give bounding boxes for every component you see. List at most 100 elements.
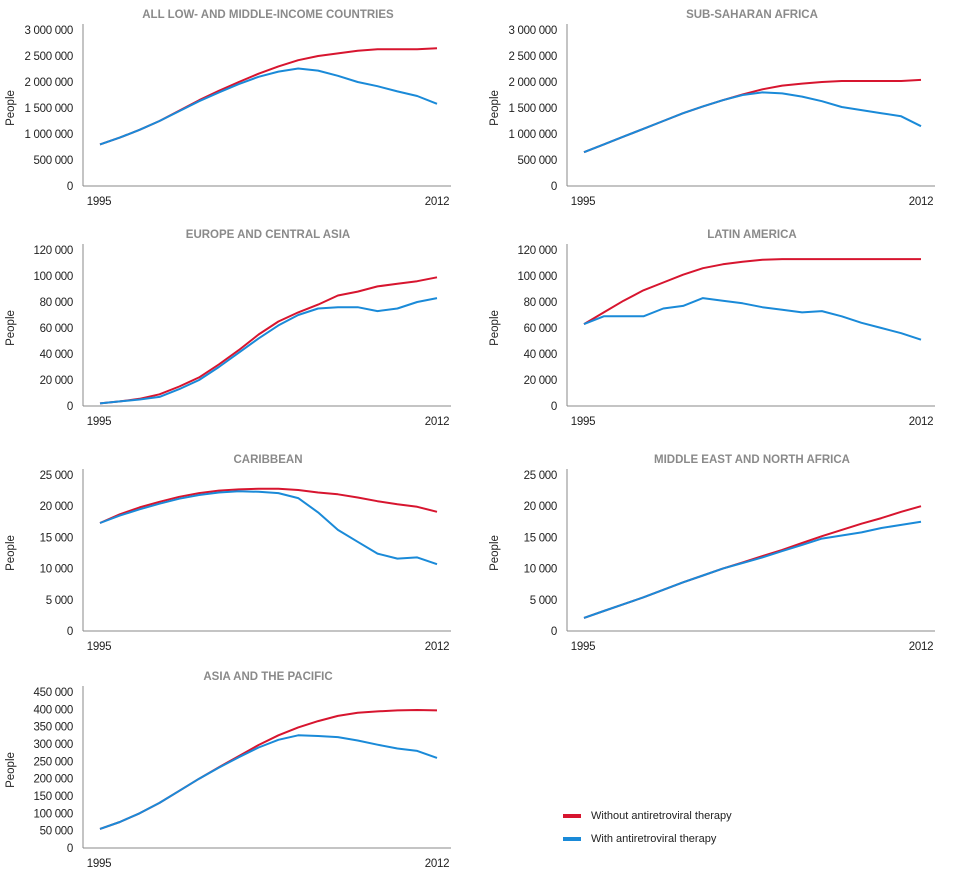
y-tick-label: 20 000 — [40, 375, 73, 387]
x-tick-label: 2012 — [909, 196, 933, 208]
y-tick-label: 1 000 000 — [509, 129, 557, 141]
y-tick-label: 20 000 — [40, 501, 73, 513]
y-tick-label: 15 000 — [524, 532, 557, 544]
chart-panel: SUB-SAHARAN AFRICA 0 500 000 1 000 000 1 500… — [489, 9, 935, 208]
y-axis-label: People — [5, 90, 17, 126]
y-tick-label: 5 000 — [46, 595, 73, 607]
series-line-without-art — [99, 47, 438, 146]
y-tick-label: 450 000 — [34, 687, 73, 699]
series-line-with-art — [99, 490, 438, 566]
y-tick-label: 60 000 — [40, 323, 73, 335]
series-line-with-art — [99, 67, 438, 146]
chart-panel: EUROPE AND CENTRAL ASIA 0 20 000 40 000 60 0… — [5, 229, 451, 428]
y-axis-label: People — [489, 535, 501, 571]
x-tick-label: 1995 — [571, 416, 595, 428]
y-tick-label: 0 — [67, 401, 73, 413]
y-tick-label: 500 000 — [34, 155, 73, 167]
series-line-with-art — [583, 520, 922, 619]
y-tick-label: 0 — [551, 626, 557, 638]
x-tick-label: 1995 — [87, 858, 111, 870]
legend-label: With antiretroviral therapy — [591, 833, 717, 845]
series-line-with-art — [583, 297, 922, 341]
chart-title: SUB-SAHARAN AFRICA — [686, 9, 818, 21]
chart-title: MIDDLE EAST AND NORTH AFRICA — [654, 454, 850, 466]
y-tick-label: 1 500 000 — [509, 103, 557, 115]
series-line-with-art — [583, 91, 922, 154]
y-tick-label: 120 000 — [518, 245, 557, 257]
series-line-without-art — [99, 487, 438, 524]
x-tick-label: 1995 — [87, 641, 111, 653]
y-axis-label: People — [5, 310, 17, 346]
y-tick-label: 0 — [67, 181, 73, 193]
y-tick-label: 300 000 — [34, 739, 73, 751]
y-tick-label: 200 000 — [34, 774, 73, 786]
y-tick-label: 25 000 — [40, 470, 73, 482]
x-tick-label: 1995 — [87, 196, 111, 208]
y-tick-label: 100 000 — [34, 271, 73, 283]
x-tick-label: 2012 — [425, 641, 449, 653]
chart-panel: MIDDLE EAST AND NORTH AFRICA 0 5 000 10 000… — [489, 454, 935, 653]
series-line-with-art — [99, 734, 438, 830]
y-tick-label: 250 000 — [34, 756, 73, 768]
y-tick-label: 0 — [551, 401, 557, 413]
y-tick-label: 15 000 — [40, 532, 73, 544]
series-line-without-art — [583, 258, 921, 325]
x-tick-label: 1995 — [87, 416, 111, 428]
y-tick-label: 80 000 — [40, 297, 73, 309]
y-tick-label: 0 — [67, 626, 73, 638]
y-tick-label: 20 000 — [524, 501, 557, 513]
y-tick-label: 80 000 — [524, 297, 557, 309]
y-tick-label: 10 000 — [40, 564, 73, 576]
y-tick-label: 500 000 — [518, 155, 557, 167]
y-axis-label: People — [5, 535, 17, 571]
chart-title: ALL LOW- AND MIDDLE-INCOME COUNTRIES — [142, 9, 394, 21]
chart-panel: CARIBBEAN 0 5 000 10 000 15 000 20 000 25 000 P… — [5, 454, 451, 653]
x-tick-label: 1995 — [571, 641, 595, 653]
y-tick-label: 50 000 — [40, 826, 73, 838]
legend-swatch-red — [563, 814, 581, 818]
y-tick-label: 2 000 000 — [25, 77, 73, 89]
legend-label: Without antiretroviral therapy — [591, 810, 732, 822]
chart-title: EUROPE AND CENTRAL ASIA — [186, 229, 350, 241]
y-tick-label: 400 000 — [34, 704, 73, 716]
chart-title: CARIBBEAN — [234, 454, 303, 466]
series-line-without-art — [99, 276, 438, 405]
y-axis-label: People — [489, 310, 501, 346]
y-tick-label: 2 500 000 — [25, 51, 73, 63]
y-tick-label: 0 — [551, 181, 557, 193]
y-tick-label: 40 000 — [40, 349, 73, 361]
legend-item-with-art: With antiretroviral therapy — [563, 833, 716, 845]
series-line-without-art — [583, 78, 922, 154]
x-tick-label: 1995 — [571, 196, 595, 208]
x-tick-label: 2012 — [909, 416, 933, 428]
y-tick-label: 100 000 — [518, 271, 557, 283]
y-tick-label: 350 000 — [34, 722, 73, 734]
x-tick-label: 2012 — [909, 641, 933, 653]
x-tick-label: 2012 — [425, 858, 449, 870]
y-tick-label: 0 — [67, 843, 73, 855]
y-tick-label: 40 000 — [524, 349, 557, 361]
y-tick-label: 5 000 — [530, 595, 557, 607]
chart-panel: ASIA AND THE PACIFIC 0 50 000 100 000 150 00… — [5, 671, 451, 870]
y-tick-label: 60 000 — [524, 323, 557, 335]
y-tick-label: 2 000 000 — [509, 77, 557, 89]
y-tick-label: 2 500 000 — [509, 51, 557, 63]
y-axis-label: People — [5, 752, 17, 788]
y-tick-label: 20 000 — [524, 375, 557, 387]
x-tick-label: 2012 — [425, 196, 449, 208]
y-tick-label: 150 000 — [34, 791, 73, 803]
y-tick-label: 100 000 — [34, 808, 73, 820]
chart-title: LATIN AMERICA — [707, 229, 796, 241]
y-tick-label: 25 000 — [524, 470, 557, 482]
y-tick-label: 3 000 000 — [25, 25, 73, 37]
series-line-without-art — [99, 709, 438, 830]
y-tick-label: 1 000 000 — [25, 129, 73, 141]
chart-panel: ALL LOW- AND MIDDLE-INCOME COUNTRIES 0 500… — [5, 9, 451, 208]
chart-title: ASIA AND THE PACIFIC — [203, 671, 332, 683]
y-tick-label: 120 000 — [34, 245, 73, 257]
y-tick-label: 1 500 000 — [25, 103, 73, 115]
legend-item-without-art: Without antiretroviral therapy — [563, 810, 732, 822]
series-line-with-art — [99, 297, 438, 405]
chart-panel: LATIN AMERICA 0 20 000 40 000 60 000 80 000 10… — [489, 229, 935, 428]
y-tick-label: 10 000 — [524, 564, 557, 576]
